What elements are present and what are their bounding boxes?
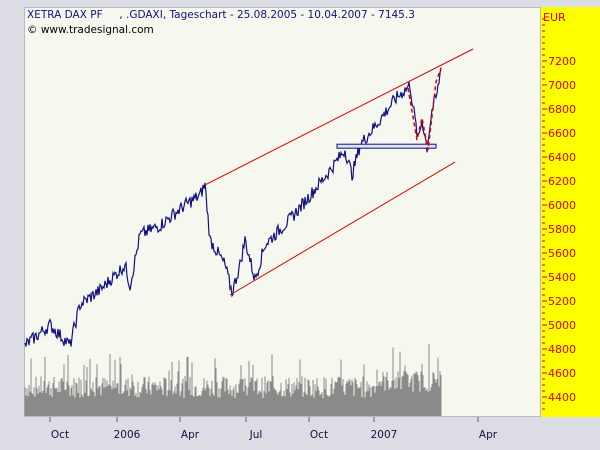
y-tick-label: 5000 <box>548 319 576 332</box>
w-pattern-marker <box>407 67 442 151</box>
chart-title: XETRA DAX PF , .GDAXI, Tageschart - 25.0… <box>27 9 415 21</box>
trendline <box>204 48 474 186</box>
x-tick-label: Oct <box>51 429 69 441</box>
y-tick-label: 5400 <box>548 271 576 284</box>
price-line <box>24 67 442 347</box>
support-band <box>336 143 437 149</box>
y-tick-label: 7200 <box>548 55 576 68</box>
y-tick-label: 6800 <box>548 103 576 116</box>
price-axis <box>541 7 600 417</box>
x-tick-label: Apr <box>181 429 200 441</box>
y-tick-label: 6000 <box>548 199 576 212</box>
x-tick-label: Oct <box>310 429 328 441</box>
y-tick-label: 4800 <box>548 343 576 356</box>
copyright-text: © www.tradesignal.com <box>27 24 154 36</box>
x-tick-label: Jul <box>249 429 263 441</box>
currency-label: EUR <box>543 11 566 24</box>
y-tick-label: 5600 <box>548 247 576 260</box>
chart-plot-area <box>24 7 541 417</box>
y-tick-label: 6600 <box>548 127 576 140</box>
x-tick-label: 2006 <box>114 429 141 441</box>
y-tick-label: 5800 <box>548 223 576 236</box>
y-tick-label: 7000 <box>548 79 576 92</box>
y-tick-label: 5200 <box>548 295 576 308</box>
x-tick-label: Apr <box>479 429 498 441</box>
trendline <box>229 161 456 296</box>
y-tick-label: 6400 <box>548 151 576 164</box>
y-tick-label: 4600 <box>548 367 576 380</box>
y-tick-label: 4400 <box>548 391 576 404</box>
y-tick-label: 6200 <box>548 175 576 188</box>
x-tick-label: 2007 <box>371 429 398 441</box>
